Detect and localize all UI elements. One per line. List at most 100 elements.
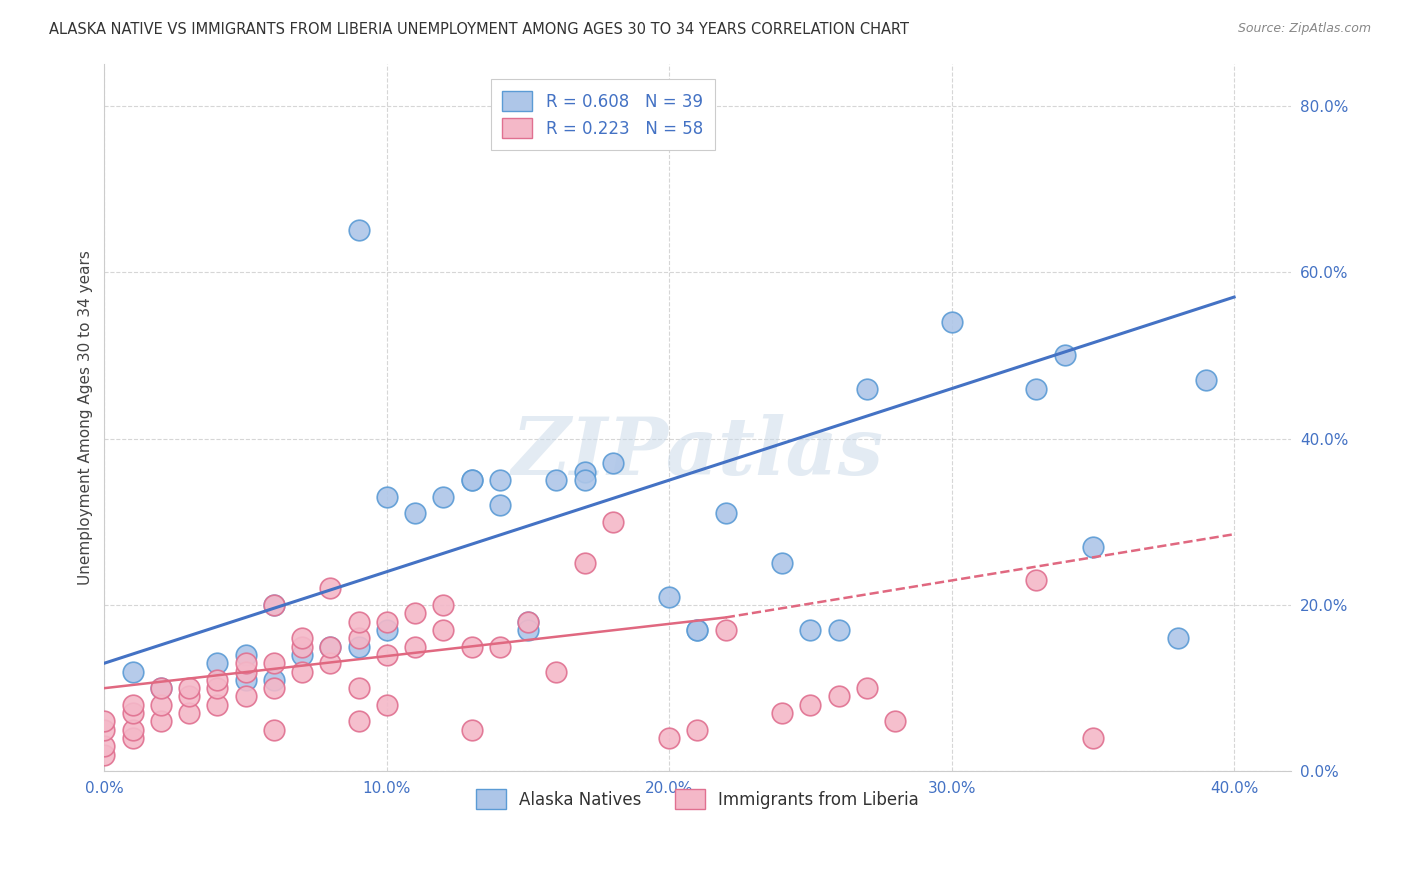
Point: [1195, 373, 1218, 387]
Point: [517, 615, 540, 629]
Point: [179, 706, 201, 720]
Point: [375, 615, 398, 629]
Point: [574, 473, 596, 487]
Point: [460, 473, 482, 487]
Point: [714, 507, 737, 521]
Point: [347, 640, 370, 654]
Point: [263, 723, 285, 737]
Point: [291, 665, 314, 679]
Point: [347, 615, 370, 629]
Point: [1025, 573, 1047, 587]
Point: [488, 498, 510, 512]
Point: [1167, 632, 1189, 646]
Point: [207, 656, 229, 670]
Point: [828, 690, 851, 704]
Point: [770, 706, 793, 720]
Point: [1025, 382, 1047, 396]
Point: [404, 507, 426, 521]
Point: [319, 640, 342, 654]
Point: [799, 623, 821, 637]
Point: [856, 382, 879, 396]
Point: [574, 465, 596, 479]
Point: [488, 640, 510, 654]
Point: [460, 640, 482, 654]
Point: [375, 698, 398, 712]
Point: [149, 681, 172, 695]
Point: [799, 698, 821, 712]
Point: [319, 582, 342, 596]
Point: [941, 315, 963, 329]
Point: [488, 473, 510, 487]
Text: Source: ZipAtlas.com: Source: ZipAtlas.com: [1237, 22, 1371, 36]
Point: [432, 490, 454, 504]
Point: [235, 648, 257, 662]
Point: [121, 706, 143, 720]
Point: [517, 623, 540, 637]
Point: [179, 690, 201, 704]
Point: [121, 665, 143, 679]
Point: [432, 623, 454, 637]
Point: [149, 681, 172, 695]
Point: [235, 690, 257, 704]
Point: [856, 681, 879, 695]
Point: [207, 681, 229, 695]
Point: [460, 473, 482, 487]
Point: [121, 731, 143, 745]
Point: [658, 731, 681, 745]
Point: [291, 648, 314, 662]
Point: [686, 723, 709, 737]
Point: [1081, 731, 1104, 745]
Point: [546, 665, 568, 679]
Legend: Alaska Natives, Immigrants from Liberia: Alaska Natives, Immigrants from Liberia: [470, 782, 925, 816]
Point: [207, 698, 229, 712]
Point: [686, 623, 709, 637]
Point: [149, 698, 172, 712]
Point: [121, 723, 143, 737]
Y-axis label: Unemployment Among Ages 30 to 34 years: Unemployment Among Ages 30 to 34 years: [79, 251, 93, 585]
Point: [686, 623, 709, 637]
Point: [263, 681, 285, 695]
Point: [263, 656, 285, 670]
Point: [319, 656, 342, 670]
Point: [347, 714, 370, 729]
Point: [658, 590, 681, 604]
Point: [263, 598, 285, 612]
Point: [93, 714, 115, 729]
Point: [347, 223, 370, 237]
Point: [235, 656, 257, 670]
Point: [375, 490, 398, 504]
Point: [770, 557, 793, 571]
Point: [602, 515, 624, 529]
Point: [93, 747, 115, 762]
Point: [517, 615, 540, 629]
Point: [546, 473, 568, 487]
Point: [574, 557, 596, 571]
Point: [319, 640, 342, 654]
Point: [263, 673, 285, 687]
Text: ZIPatlas: ZIPatlas: [512, 415, 883, 491]
Point: [460, 723, 482, 737]
Point: [207, 673, 229, 687]
Point: [121, 698, 143, 712]
Point: [347, 681, 370, 695]
Point: [432, 598, 454, 612]
Point: [375, 648, 398, 662]
Point: [828, 623, 851, 637]
Point: [404, 607, 426, 621]
Point: [347, 632, 370, 646]
Point: [1081, 540, 1104, 554]
Point: [291, 640, 314, 654]
Point: [235, 673, 257, 687]
Point: [235, 665, 257, 679]
Point: [375, 623, 398, 637]
Text: ALASKA NATIVE VS IMMIGRANTS FROM LIBERIA UNEMPLOYMENT AMONG AGES 30 TO 34 YEARS : ALASKA NATIVE VS IMMIGRANTS FROM LIBERIA…: [49, 22, 910, 37]
Point: [149, 714, 172, 729]
Point: [884, 714, 907, 729]
Point: [404, 640, 426, 654]
Point: [263, 598, 285, 612]
Point: [93, 739, 115, 754]
Point: [714, 623, 737, 637]
Point: [291, 632, 314, 646]
Point: [179, 681, 201, 695]
Point: [602, 457, 624, 471]
